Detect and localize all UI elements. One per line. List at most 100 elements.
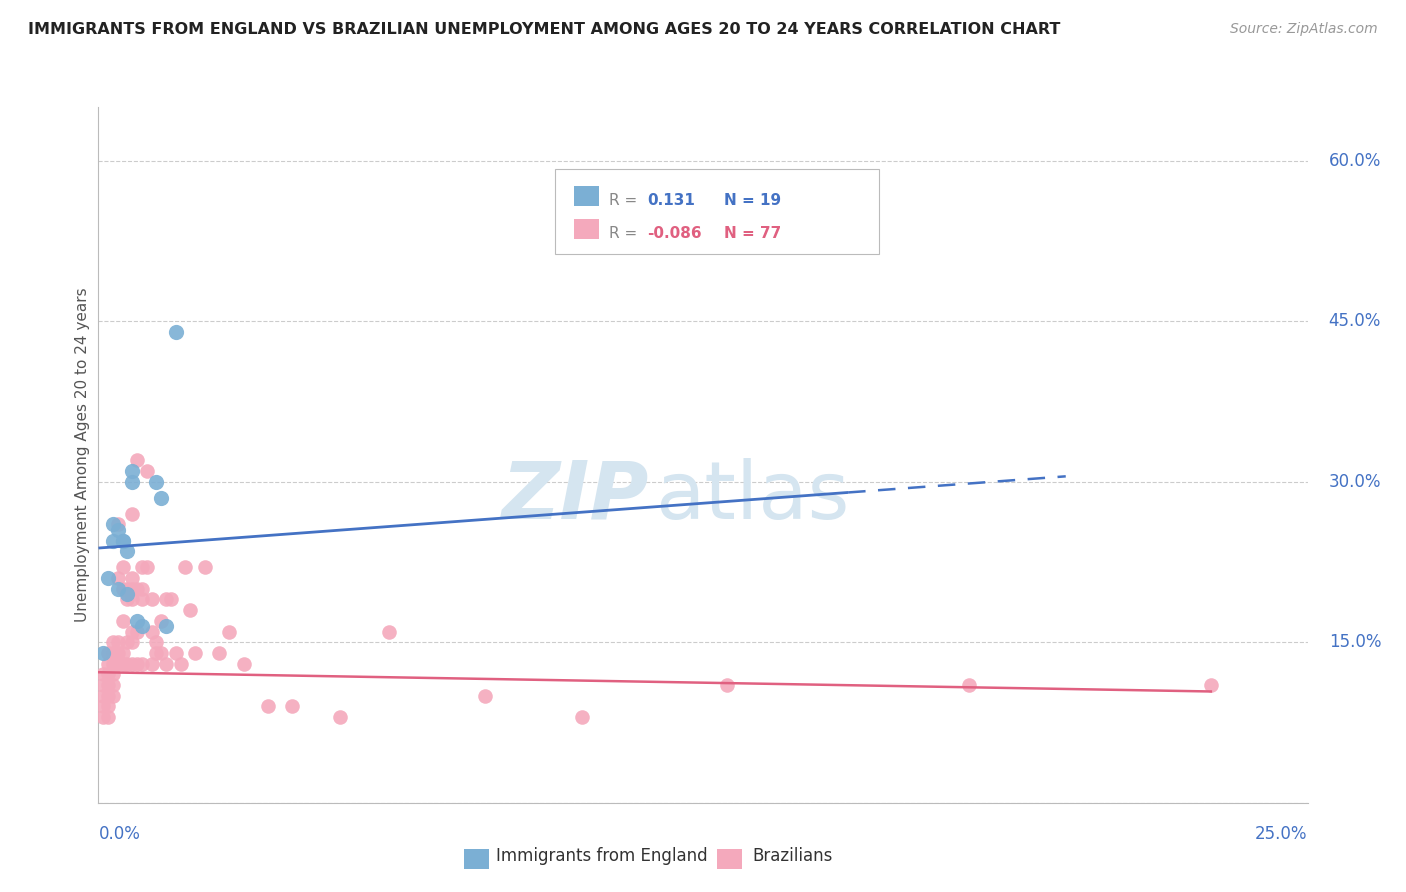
Text: atlas: atlas (655, 458, 849, 536)
Point (145, 475, 167, 489)
Point (957, 678, 980, 692)
Point (121, 571, 143, 585)
Point (117, 587, 139, 601)
Point (174, 560, 197, 574)
Point (155, 619, 177, 633)
Point (121, 624, 143, 639)
Point (150, 491, 173, 505)
Point (107, 517, 129, 532)
Point (107, 657, 129, 671)
Text: 25.0%: 25.0% (1256, 825, 1308, 843)
Point (111, 657, 134, 671)
Point (97, 699, 120, 714)
Point (127, 614, 149, 628)
Point (184, 646, 207, 660)
Point (117, 544, 139, 558)
Point (194, 560, 217, 574)
Point (131, 657, 153, 671)
Point (145, 635, 167, 649)
Text: ZIP: ZIP (501, 458, 648, 536)
Point (121, 475, 143, 489)
Point (121, 635, 143, 649)
Point (155, 592, 177, 607)
Text: Brazilians: Brazilians (752, 847, 832, 865)
Point (101, 646, 124, 660)
Text: N = 77: N = 77 (724, 226, 782, 241)
Point (107, 646, 129, 660)
Point (329, 710, 352, 724)
Point (111, 533, 134, 548)
Point (160, 592, 183, 607)
Point (127, 624, 149, 639)
Point (111, 582, 134, 596)
Point (101, 678, 124, 692)
Point (101, 517, 124, 532)
Point (107, 523, 129, 537)
Point (571, 710, 593, 724)
Point (101, 689, 124, 703)
Text: 0.131: 0.131 (647, 193, 695, 208)
Text: R =: R = (609, 226, 637, 241)
Point (150, 614, 173, 628)
Text: Immigrants from England: Immigrants from England (496, 847, 709, 865)
Text: 0.0%: 0.0% (98, 825, 141, 843)
Point (101, 533, 124, 548)
Point (101, 635, 124, 649)
Point (111, 614, 134, 628)
Point (127, 582, 149, 596)
Point (155, 657, 177, 671)
Point (256, 699, 278, 714)
Point (837, 186, 859, 200)
Point (179, 603, 201, 617)
Point (97, 710, 120, 724)
Point (165, 325, 187, 339)
Point (111, 646, 134, 660)
Text: 30.0%: 30.0% (1329, 473, 1381, 491)
Point (141, 592, 163, 607)
Point (97, 667, 120, 681)
Point (101, 667, 124, 681)
Point (97, 646, 120, 660)
Point (474, 689, 496, 703)
Point (377, 624, 399, 639)
Point (91, 667, 114, 681)
Point (91, 699, 114, 714)
Point (121, 657, 143, 671)
Text: IMMIGRANTS FROM ENGLAND VS BRAZILIAN UNEMPLOYMENT AMONG AGES 20 TO 24 YEARS CORR: IMMIGRANTS FROM ENGLAND VS BRAZILIAN UNE… (28, 22, 1060, 37)
Text: Source: ZipAtlas.com: Source: ZipAtlas.com (1230, 22, 1378, 37)
Point (121, 464, 143, 478)
Point (121, 507, 143, 521)
Point (131, 619, 153, 633)
Point (281, 699, 304, 714)
Point (131, 560, 153, 574)
Text: -0.086: -0.086 (647, 226, 702, 241)
Point (169, 657, 191, 671)
Point (208, 646, 231, 660)
Point (145, 646, 167, 660)
Y-axis label: Unemployment Among Ages 20 to 24 years: Unemployment Among Ages 20 to 24 years (75, 287, 90, 623)
Point (97, 678, 120, 692)
Text: R =: R = (609, 193, 637, 208)
Point (107, 635, 129, 649)
Point (91, 689, 114, 703)
Text: 15.0%: 15.0% (1329, 633, 1381, 651)
Point (101, 657, 124, 671)
Point (121, 592, 143, 607)
Point (97, 657, 120, 671)
Point (150, 646, 173, 660)
Text: 45.0%: 45.0% (1329, 312, 1381, 330)
Point (97, 571, 120, 585)
Point (121, 582, 143, 596)
Point (135, 560, 157, 574)
Point (127, 657, 149, 671)
Point (91, 646, 114, 660)
Point (232, 657, 254, 671)
Point (117, 635, 139, 649)
Point (107, 582, 129, 596)
Point (131, 582, 153, 596)
Point (111, 533, 134, 548)
Point (135, 464, 157, 478)
Point (97, 689, 120, 703)
Point (141, 657, 163, 671)
Point (117, 657, 139, 671)
